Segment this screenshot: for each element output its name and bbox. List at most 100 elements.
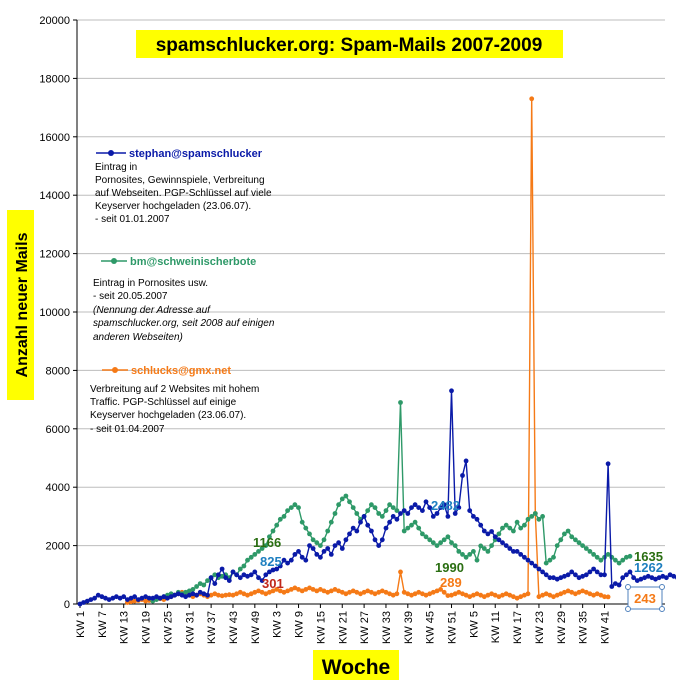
data-point [463,592,469,598]
data-point [576,589,582,595]
data-point [449,540,454,546]
data-point [245,573,250,579]
data-point [580,543,585,548]
data-point [183,589,189,595]
chart-title: spamschlucker.org: Spam-Mails 2007-2009 [156,35,543,56]
data-point [554,576,560,582]
data-point [179,592,185,598]
data-point [573,572,578,578]
data-point [514,595,520,601]
data-point [423,592,429,598]
data-point [143,598,149,604]
data-point [343,493,349,499]
data-point [372,505,378,510]
data-point [92,595,97,601]
data-point [299,519,305,525]
data-point [230,569,236,575]
data-point [485,531,491,537]
xlabel-background [313,650,399,680]
data-point [336,502,341,508]
data-point [438,540,443,546]
data-point [263,591,269,597]
data-point [318,587,323,592]
data-point [427,537,433,543]
selection-handle[interactable] [659,584,665,590]
data-point [190,591,196,597]
data-point [296,587,301,592]
data-point [463,458,469,464]
x-tick-label: KW 39 [403,611,415,644]
x-tick-label: KW 41 [600,611,612,644]
data-point [241,563,247,569]
ylabel-background [7,210,34,400]
data-point [543,591,549,597]
gridlines [77,19,665,547]
data-point [270,528,276,534]
data-point [237,575,243,581]
selected-label-box[interactable] [627,586,663,610]
data-point [576,575,582,581]
data-point [288,505,294,510]
data-point [576,540,582,546]
data-point [274,587,280,592]
data-point [270,588,276,594]
data-point [642,575,647,581]
data-point [511,594,516,600]
data-point [292,552,298,557]
data-point [500,592,505,598]
data-point [583,546,589,551]
series-schlucks-gmx-net [125,96,611,605]
legend-desc-line: Eintrag in [95,162,137,173]
x-tick-label: KW 17 [512,611,524,644]
data-point [467,594,473,600]
data-point [405,525,411,531]
selection-handle[interactable] [625,584,631,590]
data-point [467,508,473,513]
legend-desc-line: (Nennung der Adresse auf [93,305,211,316]
x-tick-label: KW 23 [534,611,546,644]
y-tick-label: 18000 [39,73,70,85]
data-point [518,525,524,531]
data-point [376,543,382,548]
data-point [205,578,210,583]
data-point [460,591,465,597]
y-tick-label: 20000 [39,15,70,27]
data-point [387,591,392,597]
data-point [627,553,633,559]
data-point [471,592,476,598]
data-point [121,594,127,600]
data-point [474,557,480,563]
data-point [522,522,527,528]
data-point [165,595,170,601]
data-point [303,525,309,531]
data-point [558,537,564,543]
data-point [125,597,130,602]
selection-handle[interactable] [625,606,631,612]
data-point [365,508,371,513]
data-point [405,591,411,597]
data-point [321,588,327,594]
data-point [525,591,531,597]
data-point [186,588,192,594]
annotation-label: 289 [440,575,462,590]
data-point [343,591,349,597]
data-point [379,514,385,519]
data-point [347,499,352,505]
data-point [347,531,352,537]
x-tick-label: KW 11 [490,611,502,643]
data-point [281,557,287,563]
data-point [525,557,531,563]
data-point [143,594,149,600]
data-point [522,592,527,598]
data-point [456,505,462,510]
data-point [270,567,276,573]
data-point [259,546,265,551]
series-layer [77,96,676,607]
selection-handle[interactable] [659,606,665,612]
data-point [219,573,225,579]
data-point [416,505,422,510]
legend-desc-line: - seit 01.01.2007 [95,214,170,225]
data-point [423,499,429,505]
data-point [372,537,378,543]
legend-desc-line: - seit 01.04.2007 [90,424,165,435]
